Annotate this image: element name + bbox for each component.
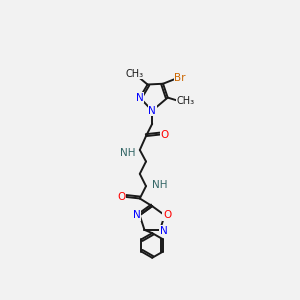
Text: N: N (160, 226, 168, 236)
Text: CH₃: CH₃ (176, 96, 195, 106)
Text: N: N (136, 93, 144, 103)
Text: Br: Br (174, 73, 186, 82)
Text: O: O (117, 192, 125, 202)
Text: O: O (160, 130, 169, 140)
Text: NH: NH (152, 180, 168, 190)
Text: O: O (163, 210, 171, 220)
Text: CH₃: CH₃ (125, 69, 143, 79)
Text: N: N (148, 106, 156, 116)
Text: NH: NH (120, 148, 135, 158)
Text: N: N (133, 210, 140, 220)
